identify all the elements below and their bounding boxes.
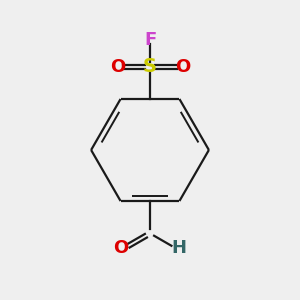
Text: S: S xyxy=(143,57,157,76)
Text: O: O xyxy=(113,239,129,257)
Text: F: F xyxy=(144,31,156,49)
Text: O: O xyxy=(110,58,125,76)
Text: H: H xyxy=(171,239,186,257)
Text: O: O xyxy=(175,58,190,76)
